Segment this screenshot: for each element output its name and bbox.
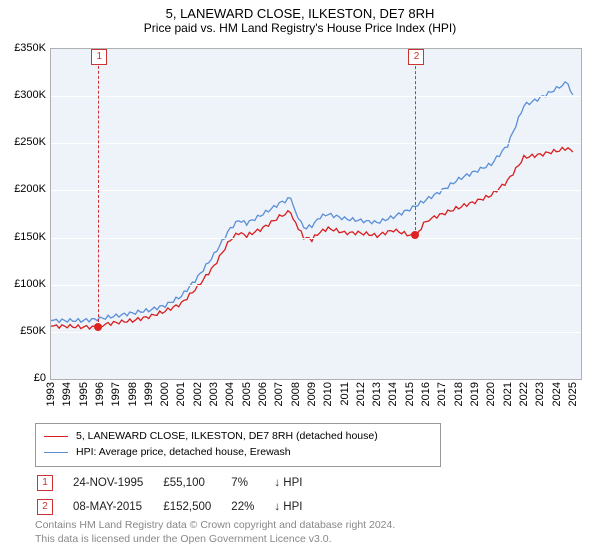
sale-dir: ↓ HPI: [274, 496, 320, 518]
sale-dot: [94, 323, 102, 331]
x-tick-label: 2015: [404, 382, 416, 406]
x-tick-label: 2023: [534, 382, 546, 406]
x-tick-label: 1995: [78, 382, 90, 406]
x-tick-label: 2018: [453, 382, 465, 406]
sale-dir: ↓ HPI: [274, 472, 320, 494]
x-tick-label: 2011: [339, 382, 351, 406]
x-tick-label: 2014: [387, 382, 399, 406]
x-tick-label: 2001: [175, 382, 187, 406]
gridline: [51, 332, 581, 333]
y-tick-label: £350K: [14, 42, 46, 54]
chart-container: 5, LANEWARD CLOSE, ILKESTON, DE7 8RH Pri…: [0, 0, 600, 560]
legend-item: HPI: Average price, detached house, Erew…: [44, 445, 432, 461]
chart-subtitle: Price paid vs. HM Land Registry's House …: [0, 21, 600, 39]
x-tick-label: 2022: [518, 382, 530, 406]
legend-label: 5, LANEWARD CLOSE, ILKESTON, DE7 8RH (de…: [76, 429, 378, 445]
x-tick-label: 2004: [224, 382, 236, 406]
chart-svg: [51, 49, 581, 379]
x-tick-label: 2009: [306, 382, 318, 406]
sale-marker: 2: [415, 51, 416, 235]
chart-title: 5, LANEWARD CLOSE, ILKESTON, DE7 8RH: [0, 0, 600, 21]
y-tick-label: £100K: [14, 278, 46, 290]
sale-marker-number: 2: [408, 49, 424, 65]
x-tick-label: 2017: [436, 382, 448, 406]
x-tick-label: 1993: [45, 382, 57, 406]
x-tick-label: 2024: [551, 382, 563, 406]
sale-date: 08-MAY-2015: [73, 496, 161, 518]
x-tick-label: 2020: [485, 382, 497, 406]
x-tick-label: 1996: [94, 382, 106, 406]
y-tick-label: £50K: [20, 325, 46, 337]
y-tick-label: £300K: [14, 89, 46, 101]
x-tick-label: 2013: [371, 382, 383, 406]
gridline: [51, 190, 581, 191]
attribution: Contains HM Land Registry data © Crown c…: [35, 518, 395, 546]
gridline: [51, 96, 581, 97]
sale-row: 1 24-NOV-1995£55,1007%↓ HPI: [37, 472, 320, 494]
footer-line1: Contains HM Land Registry data © Crown c…: [35, 518, 395, 532]
x-tick-label: 2003: [208, 382, 220, 406]
x-tick-label: 2025: [567, 382, 579, 406]
y-tick-label: £250K: [14, 136, 46, 148]
x-tick-label: 1994: [61, 382, 73, 406]
sale-number-box: 2: [37, 499, 53, 515]
x-tick-label: 2002: [192, 382, 204, 406]
x-tick-label: 2008: [290, 382, 302, 406]
gridline: [51, 143, 581, 144]
x-tick-label: 2007: [273, 382, 285, 406]
sale-marker-number: 1: [91, 49, 107, 65]
gridline: [51, 238, 581, 239]
x-tick-label: 2005: [241, 382, 253, 406]
y-tick-label: £150K: [14, 231, 46, 243]
gridline: [51, 285, 581, 286]
x-tick-label: 2019: [469, 382, 481, 406]
x-tick-label: 2006: [257, 382, 269, 406]
footer-line2: This data is licensed under the Open Gov…: [35, 532, 395, 546]
x-tick-label: 1999: [143, 382, 155, 406]
sale-price: £152,500: [163, 496, 229, 518]
sale-pct: 7%: [231, 472, 272, 494]
y-tick-label: £200K: [14, 183, 46, 195]
x-tick-label: 2012: [355, 382, 367, 406]
sale-price: £55,100: [163, 472, 229, 494]
sale-date: 24-NOV-1995: [73, 472, 161, 494]
sale-pct: 22%: [231, 496, 272, 518]
legend-swatch: [44, 452, 68, 453]
legend-swatch: [44, 436, 68, 437]
sale-number-box: 1: [37, 475, 53, 491]
sale-marker: 1: [98, 51, 99, 327]
plot-area: 12: [50, 48, 582, 380]
x-tick-label: 1997: [110, 382, 122, 406]
x-tick-label: 2016: [420, 382, 432, 406]
series-hpi: [51, 82, 573, 323]
x-tick-label: 1998: [127, 382, 139, 406]
x-tick-label: 2010: [322, 382, 334, 406]
legend-item: 5, LANEWARD CLOSE, ILKESTON, DE7 8RH (de…: [44, 429, 432, 445]
sales-table: 1 24-NOV-1995£55,1007%↓ HPI 2 08-MAY-2015£1…: [35, 470, 322, 520]
sale-row: 2 08-MAY-2015£152,50022%↓ HPI: [37, 496, 320, 518]
x-tick-label: 2021: [502, 382, 514, 406]
sale-dot: [411, 231, 419, 239]
x-tick-label: 2000: [159, 382, 171, 406]
legend-label: HPI: Average price, detached house, Erew…: [76, 445, 291, 461]
legend: 5, LANEWARD CLOSE, ILKESTON, DE7 8RH (de…: [35, 423, 441, 467]
